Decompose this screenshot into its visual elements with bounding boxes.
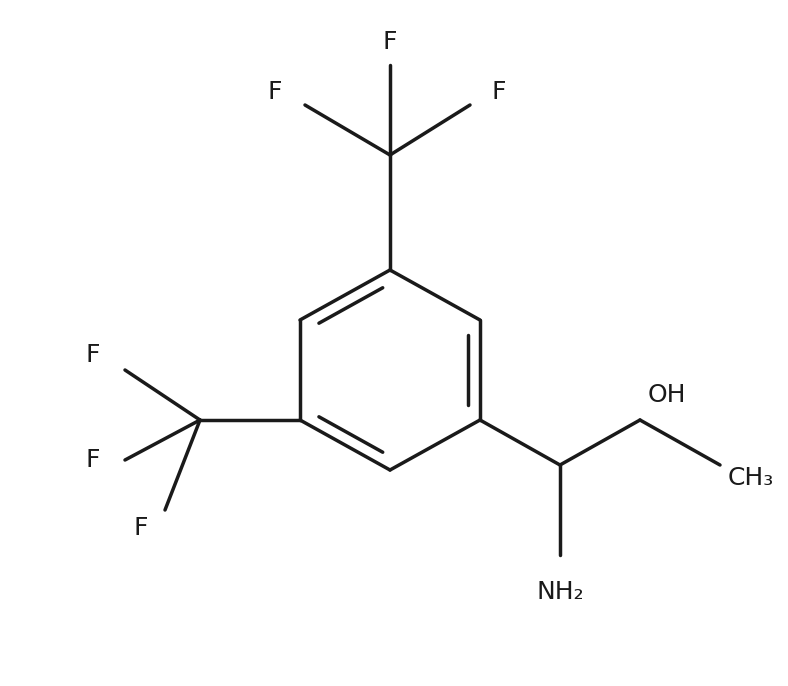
- Text: F: F: [383, 30, 397, 54]
- Text: F: F: [133, 516, 148, 540]
- Text: CH₃: CH₃: [728, 466, 775, 490]
- Text: F: F: [86, 448, 100, 472]
- Text: F: F: [86, 343, 100, 367]
- Text: F: F: [492, 80, 507, 104]
- Text: OH: OH: [648, 383, 686, 407]
- Text: NH₂: NH₂: [536, 580, 584, 604]
- Text: F: F: [267, 80, 282, 104]
